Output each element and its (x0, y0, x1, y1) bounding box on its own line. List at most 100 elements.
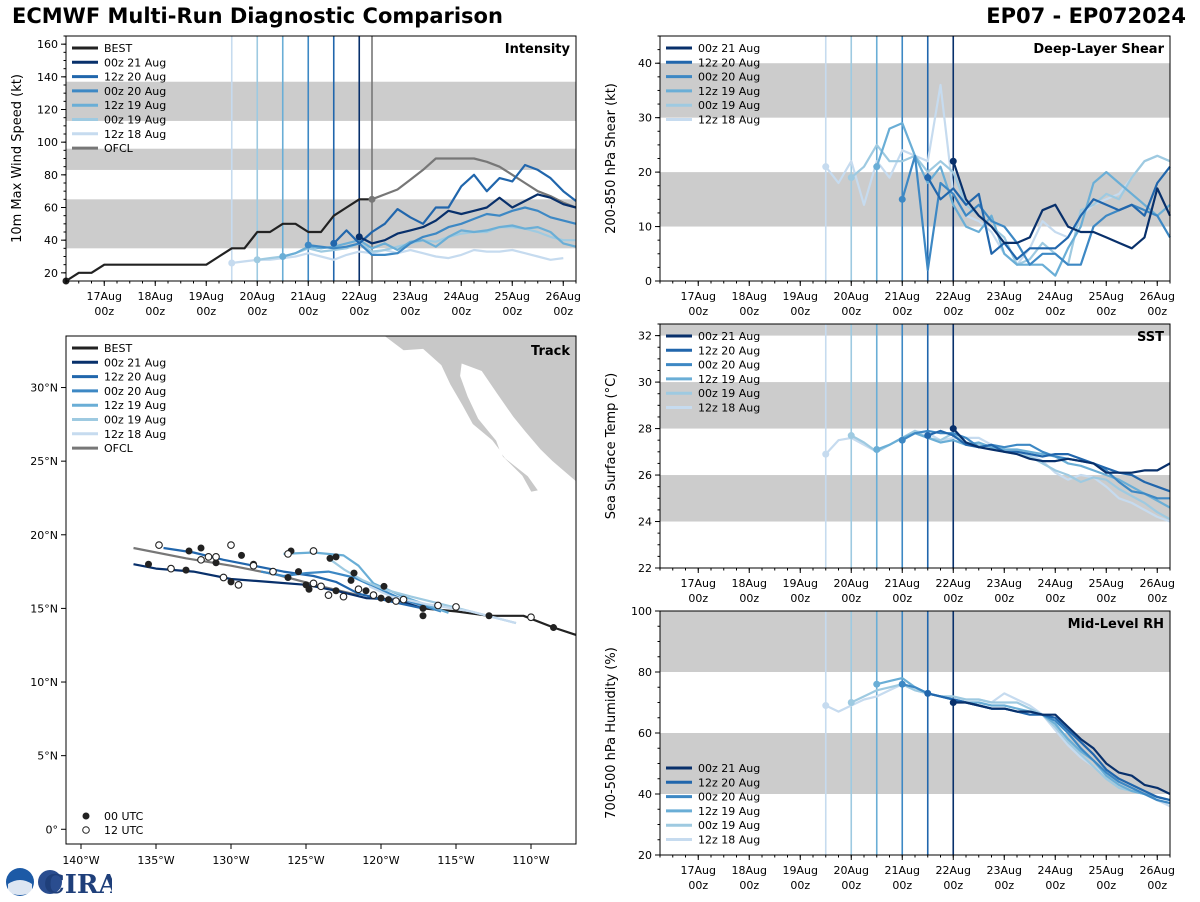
y-tick-label: 40 (638, 57, 652, 70)
track-point-00utc (295, 568, 302, 576)
legend-label: 12z 20 Aug (698, 344, 760, 357)
init-marker-00z-21-Aug (949, 425, 957, 433)
intensity-panel: 20 40 60 80 100 120 140 160 17Aug 00z 18Aug 00z 19Au… (10, 35, 581, 318)
panel-title: Deep-Layer Shear (1033, 42, 1164, 57)
x-tick-label-hour: 00z (688, 879, 708, 892)
track-point-12utc (167, 564, 175, 573)
x-tick-label-date: 26Aug (1140, 577, 1175, 590)
y-tick-label: 20 (638, 849, 652, 862)
legend-label: 00z 20 Aug (104, 85, 166, 98)
track-point-12utc (219, 573, 228, 582)
series-00z-20-Aug (308, 206, 577, 256)
y-tick-label: 24 (638, 516, 652, 529)
marker-legend-12utc (82, 826, 90, 834)
track-point-12utc (399, 595, 408, 604)
init-marker-12z-19-Aug (279, 253, 287, 260)
track-point-00utc (380, 582, 388, 590)
track-point-12utc (317, 582, 325, 591)
track-point-12utc (339, 592, 348, 601)
series-00z-21-Aug (952, 427, 1171, 474)
x-tick-label-hour: 00z (1147, 592, 1167, 605)
x-tick-label-date: 18Aug (732, 290, 767, 303)
x-tick-label-hour: 00z (1045, 305, 1065, 318)
y-tick-label: 25°N (30, 455, 58, 468)
x-tick-label-hour: 00z (298, 305, 318, 318)
init-marker-12z-19-Aug (873, 680, 881, 688)
legend-label: 00z 21 Aug (698, 762, 760, 775)
track-point-00utc (485, 612, 493, 620)
init-marker-12z-20-Aug (330, 239, 338, 247)
band-2 (660, 324, 1170, 336)
track-point-12utc (212, 553, 220, 561)
globe-icon (38, 870, 62, 894)
x-tick-label-date: 24Aug (1038, 864, 1073, 877)
y-tick-label: 160 (37, 38, 58, 51)
x-tick-label-hour: 00z (739, 879, 759, 892)
x-tick-label-hour: 00z (1096, 592, 1116, 605)
track-point-12utc (197, 555, 205, 564)
shear-panel: 0 10 20 30 40 17Aug 00z 18Aug 00z 19Aug 00z 20Aug 00… (604, 35, 1175, 318)
track-point-00utc (419, 604, 427, 612)
legend-label: 12z 18 Aug (698, 114, 760, 127)
init-marker-00z-19-Aug (847, 699, 855, 706)
x-tick-label-date: 25Aug (495, 290, 530, 303)
init-marker-12z-18-Aug (822, 450, 830, 458)
band-1 (66, 148, 576, 170)
y-tick-label: 40 (638, 788, 652, 801)
cira-logo: CIRA (4, 866, 119, 900)
y-axis-label: Sea Surface Temp (°C) (604, 373, 619, 520)
track-point-12utc (309, 579, 318, 588)
track-point-00utc (350, 569, 358, 577)
y-axis-label: 10m Max Wind Speed (kt) (10, 74, 25, 243)
x-tick-label-hour: 00z (841, 592, 861, 605)
x-tick-label-date: 23Aug (393, 290, 428, 303)
x-tick-label-date: 21Aug (885, 290, 920, 303)
legend-label: 12z 20 Aug (104, 71, 166, 84)
track-point-12utc (249, 561, 258, 570)
x-tick-label-hour: 00z (892, 592, 912, 605)
band-1 (660, 611, 1170, 672)
band-1 (660, 382, 1170, 429)
track-point-00utc (212, 559, 220, 567)
marker-legend-00utc (82, 812, 90, 820)
track-point-12utc (392, 597, 400, 605)
x-tick-label-date: 26Aug (546, 290, 581, 303)
x-tick-label-hour: 00z (739, 305, 759, 318)
x-tick-label-hour: 00z (943, 879, 963, 892)
x-tick-label-hour: 00z (1045, 879, 1065, 892)
y-tick-label: 10°N (30, 676, 58, 689)
track-point-00utc (385, 596, 392, 604)
x-tick-label-date: 25Aug (1089, 290, 1124, 303)
x-tick-label-date: 21Aug (885, 577, 920, 590)
y-tick-label: 5°N (37, 750, 58, 763)
y-tick-label: 26 (638, 469, 652, 482)
y-tick-label: 100 (37, 136, 58, 149)
track-point-00utc (326, 554, 334, 562)
band-2 (66, 81, 576, 121)
legend-label: 12z 19 Aug (698, 85, 760, 98)
x-tick-label-hour: 00z (994, 879, 1014, 892)
x-tick-label: 115°W (437, 854, 474, 867)
x-tick-label-date: 23Aug (987, 577, 1022, 590)
legend-label: 12z 18 Aug (698, 402, 760, 415)
x-tick-label-hour: 00z (994, 305, 1014, 318)
track-point-00utc (362, 587, 370, 595)
y-tick-label: 120 (37, 104, 58, 117)
x-tick-label-date: 20Aug (834, 577, 869, 590)
track-point-12utc (155, 541, 163, 549)
x-tick-label-date: 23Aug (987, 864, 1022, 877)
y-tick-label: 10 (638, 221, 652, 234)
init-marker-12z-19-Aug (873, 445, 881, 453)
y-tick-label: 0° (46, 823, 59, 836)
y-tick-label: 30 (638, 112, 652, 125)
legend-label: 00z 20 Aug (698, 359, 760, 372)
x-tick-label-date: 22Aug (936, 290, 971, 303)
x-tick-label-date: 17Aug (87, 290, 122, 303)
legend-label: 12z 19 Aug (104, 99, 166, 112)
x-tick-label-date: 19Aug (783, 864, 818, 877)
track-point-12utc (354, 585, 363, 594)
x-tick-label-date: 18Aug (732, 577, 767, 590)
init-marker-12z-18-Aug (822, 702, 830, 710)
track-point-12utc (369, 591, 378, 600)
